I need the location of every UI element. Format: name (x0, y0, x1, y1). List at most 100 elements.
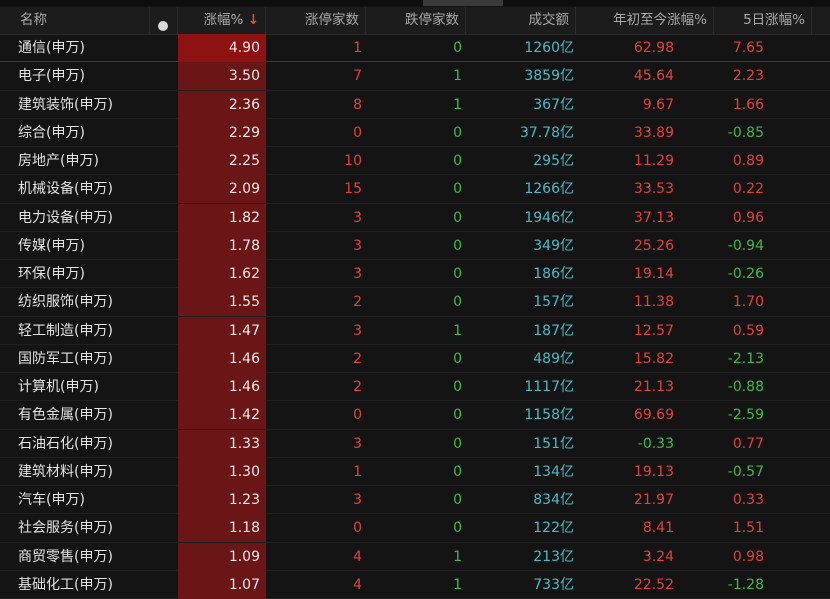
table-row[interactable]: 电子(申万) 3.50 7 1 3859亿 45.64 2.23 (0, 62, 830, 91)
limit-up-count: 3 (353, 266, 362, 282)
limit-down-count: 1 (453, 96, 462, 113)
limit-down-count: 0 (453, 379, 462, 395)
header-5day[interactable]: 5日涨幅% (714, 7, 812, 34)
ytd-change: 19.14 (633, 266, 674, 282)
limit-up-count: 3 (353, 237, 362, 254)
limit-down-count: 0 (453, 463, 462, 480)
limit-up-count: 7 (353, 68, 362, 85)
five-day-change: -1.28 (727, 576, 764, 593)
limit-up-count: 3 (353, 492, 362, 508)
change-percent: 1.78 (178, 231, 266, 260)
table-row[interactable]: 基础化工(申万) 1.07 4 1 733亿 22.52 -1.28 (0, 570, 830, 599)
sort-desc-arrow-icon: ↓ (247, 12, 259, 28)
header-change-sorted[interactable]: 涨幅% ↓ (178, 7, 266, 34)
ytd-change: 25.26 (633, 237, 674, 254)
header-name[interactable]: 名称 (0, 7, 150, 34)
five-day-change: -2.13 (727, 350, 764, 367)
table-row[interactable]: 电力设备(申万) 1.82 3 0 1946亿 37.13 0.96 (0, 203, 830, 232)
industry-name: 传媒(申万) (18, 237, 85, 254)
limit-down-count: 1 (453, 576, 462, 593)
limit-up-count: 4 (353, 576, 362, 593)
change-percent: 1.23 (178, 486, 266, 514)
five-day-change: 0.33 (732, 492, 764, 508)
table-row[interactable]: 房地产(申万) 2.25 10 0 295亿 11.29 0.89 (0, 147, 830, 176)
limit-up-count: 1 (353, 40, 362, 56)
turnover-amount: 295亿 (533, 153, 574, 169)
limit-up-count: 0 (353, 520, 362, 537)
change-percent: 2.36 (178, 90, 266, 119)
turnover-amount: 122亿 (533, 520, 574, 537)
industry-name: 商贸零售(申万) (18, 548, 113, 565)
change-percent: 2.09 (178, 175, 266, 204)
change-percent: 1.33 (178, 429, 266, 458)
five-day-change: 7.65 (732, 40, 764, 56)
five-day-change: 1.66 (732, 96, 764, 113)
ytd-change: 15.82 (633, 350, 674, 367)
table-row[interactable]: 纺织服饰(申万) 1.55 2 0 157亿 11.38 1.70 (0, 288, 830, 317)
table-row[interactable]: 环保(申万) 1.62 3 0 186亿 19.14 -0.26 (0, 260, 830, 289)
five-day-change: 1.51 (732, 520, 764, 537)
limit-down-count: 1 (453, 548, 462, 565)
table-row[interactable]: 通信(申万) 4.90 1 0 1260亿 62.98 7.65 (0, 34, 830, 63)
table-row[interactable]: 国防军工(申万) 1.46 2 0 489亿 15.82 -2.13 (0, 344, 830, 373)
industry-name: 有色金属(申万) (18, 407, 113, 424)
table-row[interactable]: 综合(申万) 2.29 0 0 37.78亿 33.89 -0.85 (0, 118, 830, 147)
table-row[interactable]: 传媒(申万) 1.78 3 0 349亿 25.26 -0.94 (0, 231, 830, 260)
ytd-change: 11.29 (633, 153, 674, 169)
table-row[interactable]: 商贸零售(申万) 1.09 4 1 213亿 3.24 0.98 (0, 542, 830, 571)
limit-up-count: 4 (353, 548, 362, 565)
ytd-change: 21.13 (633, 379, 674, 395)
active-tab[interactable] (423, 0, 503, 6)
header-change-label: 涨幅% (203, 12, 244, 28)
table-row[interactable]: 机械设备(申万) 2.09 15 0 1266亿 33.53 0.22 (0, 175, 830, 204)
status-dot-icon (158, 21, 168, 31)
limit-up-count: 15 (344, 181, 362, 198)
five-day-change: 0.59 (732, 322, 764, 339)
change-percent: 1.62 (178, 260, 266, 288)
ytd-change: 62.98 (633, 40, 674, 56)
industry-name: 电子(申万) (18, 68, 85, 85)
table-row[interactable]: 计算机(申万) 1.46 2 0 1117亿 21.13 -0.88 (0, 373, 830, 402)
turnover-amount: 1158亿 (524, 407, 574, 424)
header-dot-column[interactable] (150, 7, 178, 34)
change-percent: 1.30 (178, 457, 266, 486)
table-row[interactable]: 建筑材料(申万) 1.30 1 0 134亿 19.13 -0.57 (0, 457, 830, 486)
turnover-amount: 186亿 (533, 266, 574, 282)
five-day-change: -0.85 (727, 124, 764, 141)
limit-down-count: 0 (453, 124, 462, 141)
change-percent: 2.29 (178, 118, 266, 147)
change-percent: 1.47 (178, 316, 266, 345)
table-row[interactable]: 建筑装饰(申万) 2.36 8 1 367亿 9.67 1.66 (0, 90, 830, 119)
ytd-change: -0.33 (637, 435, 674, 452)
change-percent: 3.50 (178, 62, 266, 91)
table-row[interactable]: 轻工制造(申万) 1.47 3 1 187亿 12.57 0.59 (0, 316, 830, 345)
limit-up-count: 10 (344, 153, 362, 169)
table-row[interactable]: 社会服务(申万) 1.18 0 0 122亿 8.41 1.51 (0, 514, 830, 543)
header-limit-up[interactable]: 涨停家数 (266, 7, 366, 34)
header-ytd[interactable]: 年初至今涨幅% (576, 7, 714, 34)
turnover-amount: 37.78亿 (519, 124, 574, 141)
turnover-amount: 157亿 (533, 294, 574, 311)
turnover-amount: 1260亿 (524, 40, 574, 56)
ytd-change: 21.97 (633, 492, 674, 508)
turnover-amount: 834亿 (533, 492, 574, 508)
limit-up-count: 2 (353, 379, 362, 395)
ytd-change: 8.41 (642, 520, 674, 537)
change-percent: 1.09 (178, 542, 266, 571)
table-row[interactable]: 石油石化(申万) 1.33 3 0 151亿 -0.33 0.77 (0, 429, 830, 458)
limit-up-count: 1 (353, 463, 362, 480)
industry-name: 石油石化(申万) (18, 435, 113, 452)
ytd-change: 22.52 (633, 576, 674, 593)
table-row[interactable]: 有色金属(申万) 1.42 0 0 1158亿 69.69 -2.59 (0, 401, 830, 430)
five-day-change: 0.22 (732, 181, 764, 198)
table-row[interactable]: 汽车(申万) 1.23 3 0 834亿 21.97 0.33 (0, 486, 830, 515)
five-day-change: 0.96 (732, 209, 764, 226)
change-percent: 1.46 (178, 373, 266, 401)
turnover-amount: 151亿 (533, 435, 574, 452)
header-limit-down[interactable]: 跌停家数 (366, 7, 466, 34)
turnover-amount: 3859亿 (524, 68, 574, 85)
industry-name: 建筑装饰(申万) (18, 96, 113, 113)
industry-name: 建筑材料(申万) (18, 463, 113, 480)
industry-name: 基础化工(申万) (18, 576, 113, 593)
header-amount[interactable]: 成交额 (466, 7, 576, 34)
